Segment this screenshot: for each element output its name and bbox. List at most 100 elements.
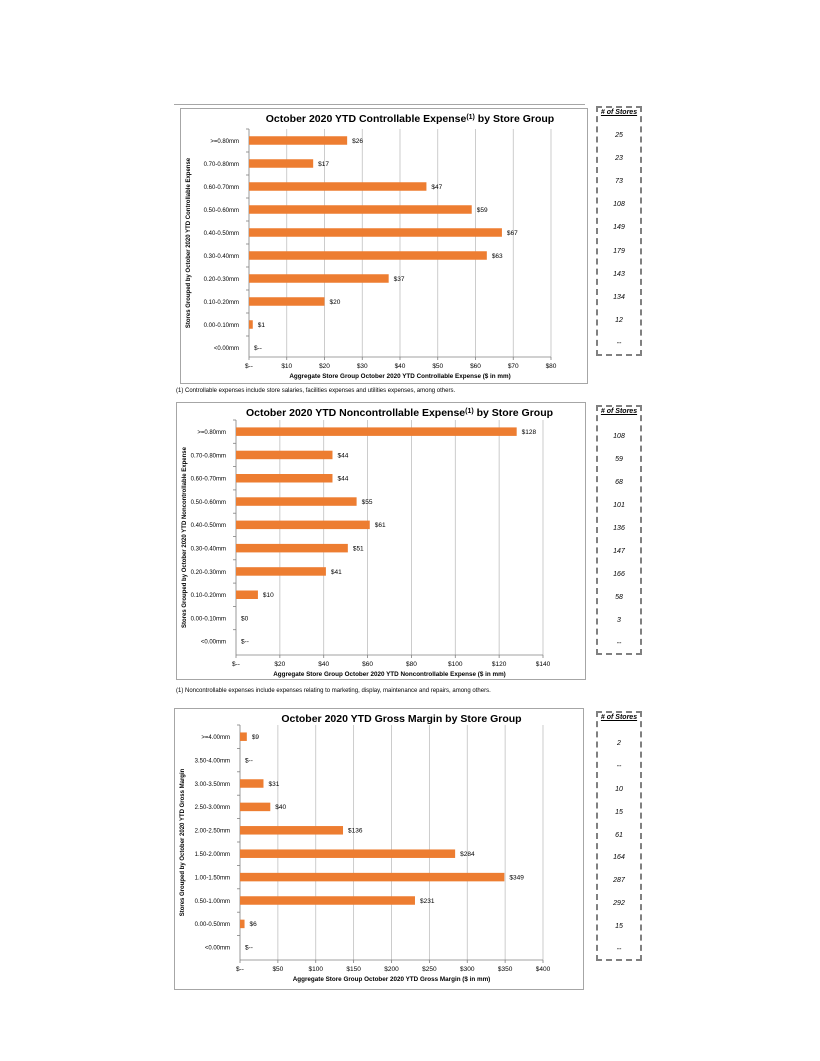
bar — [249, 159, 314, 168]
x-tick-label: $100 — [309, 966, 324, 973]
data-label: $26 — [352, 138, 363, 145]
x-tick-label: $140 — [536, 661, 551, 668]
category-label: 0.20-0.30mm — [204, 277, 239, 283]
data-label: $284 — [460, 851, 475, 858]
data-label: $9 — [252, 734, 260, 741]
x-tick-label: $350 — [498, 966, 513, 973]
bar — [249, 320, 253, 329]
category-label: 0.10-0.20mm — [204, 300, 239, 306]
x-tick-label: $20 — [319, 363, 330, 370]
bar — [240, 732, 247, 741]
x-tick-label: $80 — [546, 363, 557, 370]
category-label: 2.00-2.50mm — [195, 829, 230, 835]
category-label: 3.00-3.50mm — [195, 782, 230, 788]
store-count: 108 — [613, 432, 625, 440]
bar — [240, 896, 415, 905]
data-label: $20 — [330, 299, 341, 306]
store-count: 12 — [615, 317, 623, 325]
store-count: 15 — [615, 808, 623, 816]
bar — [240, 779, 264, 788]
x-tick-label: $30 — [357, 363, 368, 370]
category-label: <0.00mm — [201, 640, 226, 646]
x-axis-label: Aggregate Store Group October 2020 YTD N… — [273, 671, 506, 678]
store-count-header: # of Stores — [600, 714, 638, 721]
chart1-top-rule — [174, 104, 585, 105]
data-label: $-- — [241, 639, 249, 646]
bar — [240, 919, 245, 929]
y-axis-label: Stores Grouped by October 2020 YTD Contr… — [186, 157, 192, 328]
x-tick-label: $400 — [536, 966, 551, 973]
chart-title-suffix: by Store Group — [474, 407, 553, 419]
x-axis-label: Aggregate Store Group October 2020 YTD C… — [289, 373, 510, 380]
noncontrollable-expense-svg: October 2020 YTD Noncontrollable Expense… — [182, 407, 553, 678]
chart-title-suffix: by Store Group — [475, 113, 554, 125]
bar — [249, 182, 427, 191]
store-count: 15 — [615, 922, 623, 930]
bar — [240, 826, 344, 835]
store-count: -- — [616, 639, 622, 647]
store-count: 136 — [613, 524, 625, 532]
bar — [249, 205, 472, 214]
bar — [249, 274, 389, 283]
store-count: 73 — [615, 178, 623, 185]
data-label: $136 — [348, 828, 363, 835]
x-axis-label: Aggregate Store Group October 2020 YTD G… — [293, 976, 491, 983]
x-tick-label: $300 — [460, 966, 475, 973]
bar — [236, 543, 348, 553]
bar — [236, 450, 333, 460]
x-tick-label: $200 — [384, 966, 399, 973]
controllable-footnote: (1) Controllable expenses include store … — [176, 388, 456, 394]
x-tick-label: $40 — [318, 661, 329, 668]
y-axis-label: Stores Grouped by October 2020 YTD Nonco… — [182, 446, 188, 628]
store-count: 164 — [613, 854, 625, 862]
category-label: <0.00mm — [205, 946, 230, 952]
bar — [249, 297, 325, 306]
chart-title-main: October 2020 YTD Controllable Expense — [266, 113, 467, 125]
noncontrollable-expense-chart: October 2020 YTD Noncontrollable Expense… — [176, 402, 586, 680]
controllable-store-counts: # of Stores 25 23 73 108 149 179 143 134 12 -- — [596, 106, 642, 356]
store-count: 23 — [615, 154, 623, 162]
store-count: -- — [616, 763, 622, 771]
bar — [236, 520, 370, 530]
chart-title-superscript: (1) — [466, 114, 475, 121]
category-label: 0.00-0.10mm — [191, 616, 226, 622]
category-label: 0.60-0.70mm — [204, 185, 239, 191]
category-label: 0.10-0.20mm — [191, 593, 226, 599]
chart-title-superscript: (1) — [465, 408, 474, 415]
data-label: $-- — [245, 757, 253, 764]
bar — [249, 228, 502, 237]
category-label: 0.70-0.80mm — [204, 162, 239, 168]
x-tick-label: $-- — [236, 966, 244, 973]
data-label: $349 — [509, 874, 524, 881]
data-label: $47 — [431, 184, 442, 191]
x-tick-label: $250 — [422, 966, 437, 973]
category-label: 0.20-0.30mm — [191, 570, 226, 576]
category-label: 1.50-2.00mm — [195, 852, 230, 858]
data-label: $51 — [353, 545, 364, 552]
data-label: $10 — [263, 592, 274, 599]
bar — [236, 567, 326, 576]
chart-title: October 2020 YTD Gross Margin by Store G… — [281, 713, 521, 725]
category-label: >=0.80mm — [210, 139, 239, 145]
x-tick-label: $80 — [406, 661, 417, 668]
category-label: <0.00mm — [214, 346, 239, 352]
noncontrollable-store-counts: # of Stores 108 59 68 101 136 147 166 58 3 -- — [596, 405, 642, 655]
category-label: 0.40-0.50mm — [191, 523, 226, 529]
x-tick-label: $40 — [395, 363, 406, 370]
category-label: 0.30-0.40mm — [191, 546, 226, 552]
category-label: 0.50-0.60mm — [204, 208, 239, 214]
x-tick-label: $150 — [346, 966, 361, 973]
data-label: $63 — [492, 253, 503, 260]
controllable-expense-svg: October 2020 YTD Controllable Expense(1)… — [186, 113, 557, 380]
data-label: $31 — [268, 781, 279, 788]
store-count: 179 — [613, 247, 625, 255]
data-label: $55 — [362, 499, 373, 506]
store-count: 143 — [613, 270, 625, 278]
store-count: -- — [616, 945, 622, 953]
data-label: $40 — [275, 804, 286, 811]
store-count-header: # of Stores — [600, 408, 638, 415]
store-count: 287 — [613, 877, 625, 885]
store-count: 68 — [615, 478, 623, 486]
y-axis-label: Stores Grouped by October 2020 YTD Gross… — [180, 768, 186, 916]
data-label: $231 — [420, 898, 435, 905]
